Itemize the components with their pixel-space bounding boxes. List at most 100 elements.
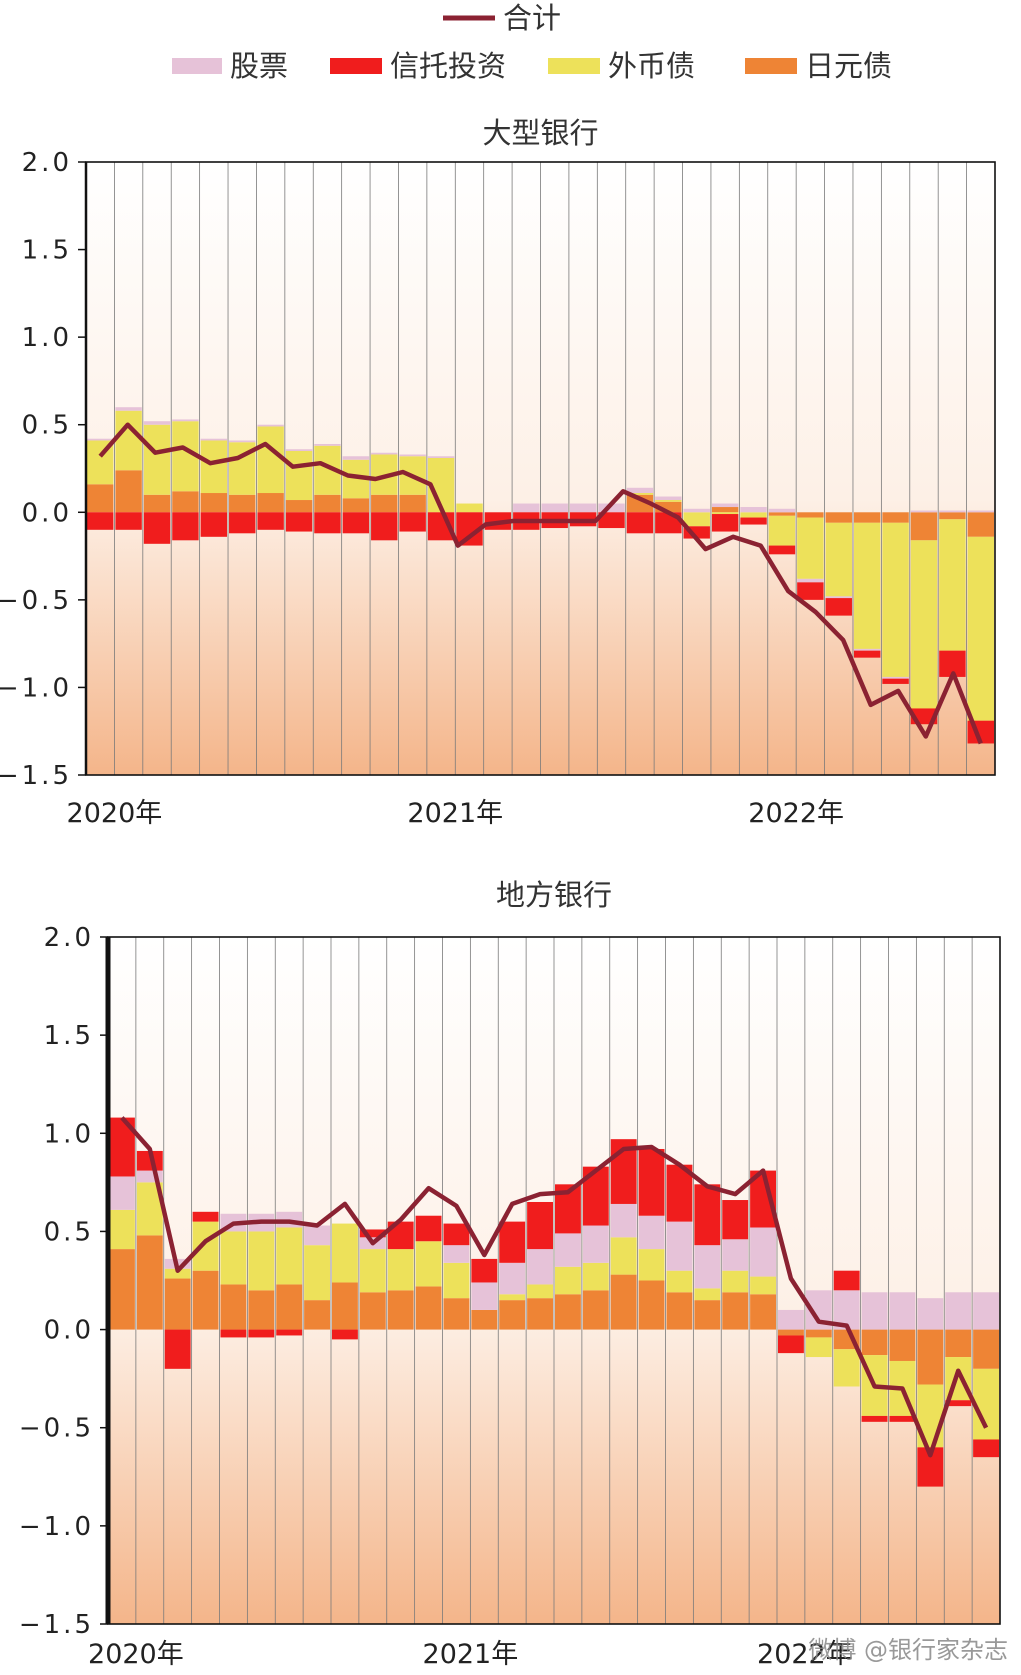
bar-stocks: [684, 509, 710, 513]
bar-fx: [750, 1277, 776, 1295]
bar-trust: [221, 1330, 247, 1338]
bar-trust: [471, 1259, 497, 1283]
bar-jgb: [797, 512, 823, 517]
bar-fx: [769, 516, 795, 546]
bar-fx: [684, 512, 710, 526]
bar-stocks: [513, 504, 539, 513]
watermark-text: 微博 @银行家杂志: [808, 1636, 1008, 1664]
bar-jgb: [611, 1275, 637, 1330]
bar-stocks: [712, 504, 738, 508]
bar-jgb: [911, 512, 937, 540]
bar-trust: [862, 1416, 888, 1422]
bar-fx: [444, 1263, 470, 1298]
bar-jgb: [276, 1284, 302, 1329]
bar-fx: [286, 451, 312, 500]
bar-jgb: [722, 1292, 748, 1329]
bar-fx: [276, 1228, 302, 1285]
legend-item-total: 合计: [443, 1, 561, 35]
panel-title: 大型银行: [482, 116, 598, 150]
bar-stocks: [87, 439, 113, 441]
y-tick-label: 2.0: [44, 923, 94, 953]
bar-trust: [740, 518, 766, 525]
bar-trust: [257, 512, 283, 530]
bar-jgb: [826, 512, 852, 523]
bar-fx: [826, 523, 852, 597]
legend-label-fx: 外币债: [608, 49, 695, 83]
bar-stocks: [570, 504, 596, 513]
bar-stocks: [109, 1176, 135, 1209]
bar-jgb: [87, 484, 113, 512]
bar-fx: [248, 1231, 274, 1290]
bar-jgb: [712, 507, 738, 512]
bar-jgb: [667, 1292, 693, 1329]
bar-trust: [286, 512, 312, 531]
bar-jgb: [137, 1235, 163, 1329]
bar-jgb: [360, 1292, 386, 1329]
bar-trust: [248, 1330, 274, 1338]
bar-stocks: [371, 453, 397, 455]
bar-jgb: [750, 1294, 776, 1329]
bar-fx: [740, 512, 766, 517]
x-tick-label: 2020年: [88, 1639, 184, 1670]
legend-item-jgb: 日元债: [745, 49, 892, 83]
legend-swatch-trust: [330, 58, 382, 74]
bar-jgb: [471, 1310, 497, 1330]
bar-jgb: [165, 1279, 191, 1330]
bar-stocks: [945, 1292, 971, 1329]
legend-item-trust: 信托投资: [330, 49, 506, 83]
y-tick-label: 1.0: [22, 323, 72, 353]
bar-trust: [854, 651, 880, 658]
bar-stocks: [444, 1245, 470, 1263]
bar-jgb: [304, 1300, 330, 1329]
bar-trust: [87, 512, 113, 530]
bar-fx: [968, 537, 994, 721]
x-tick-label: 2020年: [67, 798, 163, 829]
bar-trust: [722, 1200, 748, 1239]
bar-fx: [201, 440, 227, 493]
bar-stocks: [343, 456, 369, 460]
bar-stocks: [583, 1226, 609, 1263]
legend-label-trust: 信托投资: [390, 49, 506, 83]
bar-stocks: [694, 1245, 720, 1288]
panel-title: 地方银行: [496, 878, 612, 912]
y-tick-label: −1.5: [19, 1610, 94, 1640]
bar-jgb: [806, 1330, 832, 1338]
bar-fx: [304, 1245, 330, 1300]
bar-stocks: [639, 1216, 665, 1249]
bar-stocks: [428, 456, 454, 458]
bar-jgb: [332, 1282, 358, 1329]
bar-fx: [667, 1271, 693, 1293]
legend-swatch-fx: [548, 58, 600, 74]
bar-jgb: [144, 495, 170, 513]
y-tick-label: −1.0: [19, 1512, 94, 1542]
bar-trust: [639, 1149, 665, 1216]
bar-trust: [343, 512, 369, 533]
bar-fx: [555, 1267, 581, 1294]
bar-trust: [444, 1224, 470, 1246]
bar-stocks: [667, 1222, 693, 1271]
y-tick-label: −1.0: [0, 673, 72, 703]
bar-stocks: [314, 444, 340, 446]
y-tick-label: 2.0: [22, 148, 72, 178]
bar-jgb: [343, 498, 369, 512]
bar-fx: [797, 518, 823, 579]
bar-trust: [314, 512, 340, 533]
bar-stocks: [201, 439, 227, 441]
bar-fx: [939, 519, 965, 650]
bar-stocks: [555, 1233, 581, 1266]
bar-fx: [806, 1337, 832, 1357]
bar-jgb: [257, 493, 283, 512]
bar-trust: [201, 512, 227, 537]
bar-jgb: [973, 1330, 999, 1369]
bar-jgb: [115, 470, 141, 512]
y-tick-label: 0.5: [22, 411, 72, 441]
bar-stocks: [740, 507, 766, 512]
bar-jgb: [968, 512, 994, 537]
legend-swatch-stocks: [172, 58, 222, 74]
bar-stocks: [797, 579, 823, 583]
bar-trust: [769, 546, 795, 555]
bar-fx: [712, 512, 738, 514]
y-tick-label: 0.0: [22, 498, 72, 528]
bar-jgb: [499, 1300, 525, 1329]
y-tick-label: 1.5: [22, 236, 72, 266]
